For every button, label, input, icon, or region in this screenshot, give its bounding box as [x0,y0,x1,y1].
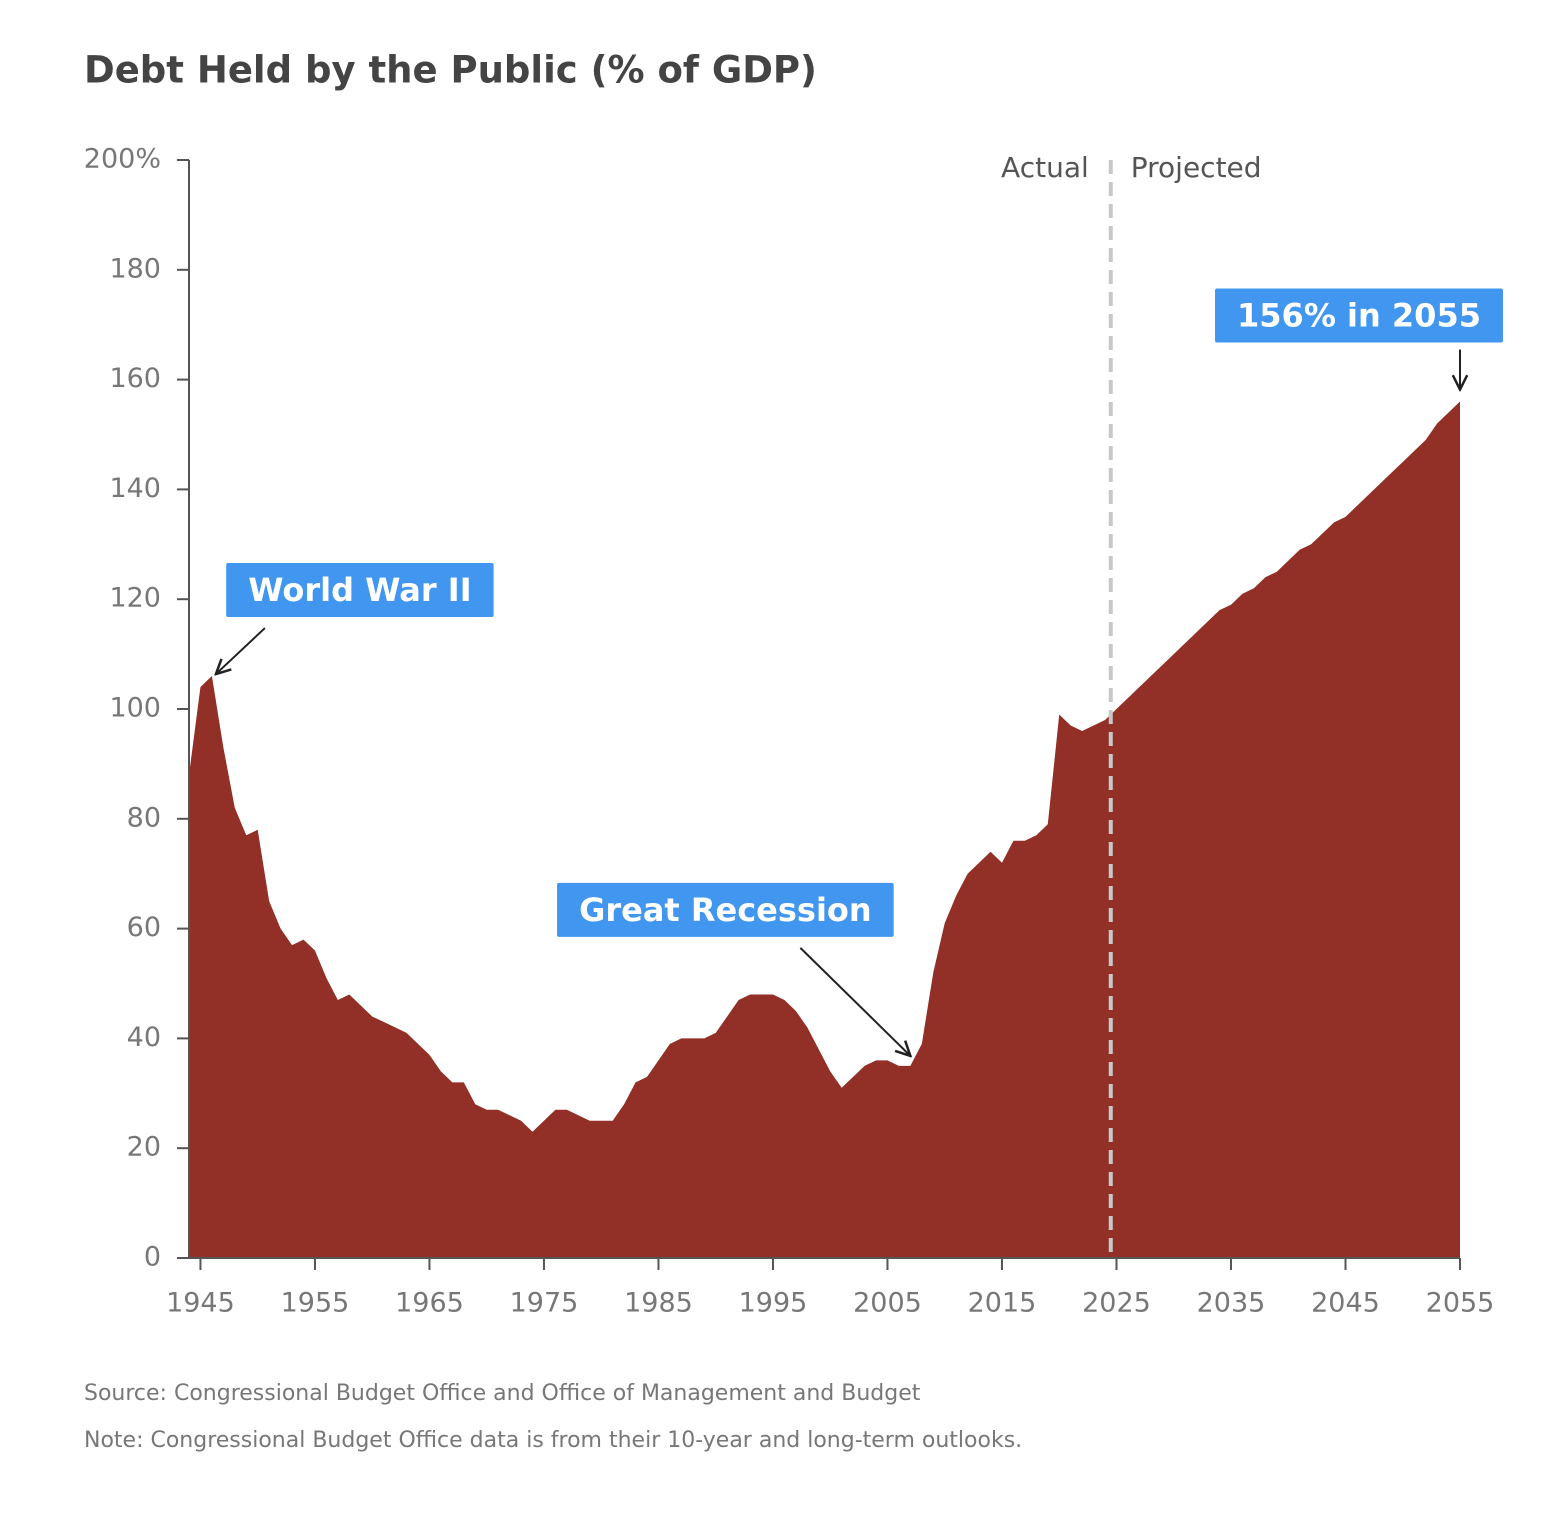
annotation-label: 156% in 2055 [1237,297,1481,335]
y-tick-label: 200% [84,144,161,175]
x-tick-label: 2015 [968,1288,1037,1319]
x-tick-label: 1995 [739,1288,808,1319]
x-tick-label: 2045 [1311,1288,1380,1319]
source: Source: Congressional Budget Office and … [84,1381,921,1406]
chart-title: Debt Held by the Public (% of GDP) [84,49,817,92]
y-tick-label: 20 [127,1132,161,1163]
x-tick-label: 2035 [1197,1288,1266,1319]
area [189,401,1460,1258]
y-tick-label: 160 [109,363,161,394]
divider-label: Actual [1001,151,1089,184]
divider-label: Projected [1131,151,1262,184]
y-tick-label: 120 [109,583,161,614]
x-tick-label: 1985 [624,1288,693,1319]
annotation-box [1215,288,1503,343]
annotation-label: World War II [248,571,471,609]
note: Note: Congressional Budget Office data i… [84,1428,1022,1453]
annotation-box [226,563,494,618]
y-tick-label: 140 [109,473,161,504]
y-tick-label: 80 [127,802,161,833]
x-tick-label: 2025 [1082,1288,1151,1319]
annotation-box [557,882,894,937]
y-tick-label: 180 [109,253,161,284]
x-tick-label: 1975 [510,1288,579,1319]
x-tick-label: 1945 [166,1288,235,1319]
annotation-arrow [799,947,910,1056]
x-tick-label: 2005 [853,1288,922,1319]
x-tick-label: 1965 [395,1288,464,1319]
y-tick-label: 0 [144,1242,161,1273]
y-tick-label: 60 [127,912,161,943]
x-tick-label: 1955 [281,1288,350,1319]
x-tick-label: 2055 [1426,1288,1495,1319]
y-tick-label: 100 [109,693,161,724]
annotation-arrow [216,627,266,674]
annotation-label: Great Recession [579,891,872,929]
y-tick-label: 40 [127,1022,161,1053]
